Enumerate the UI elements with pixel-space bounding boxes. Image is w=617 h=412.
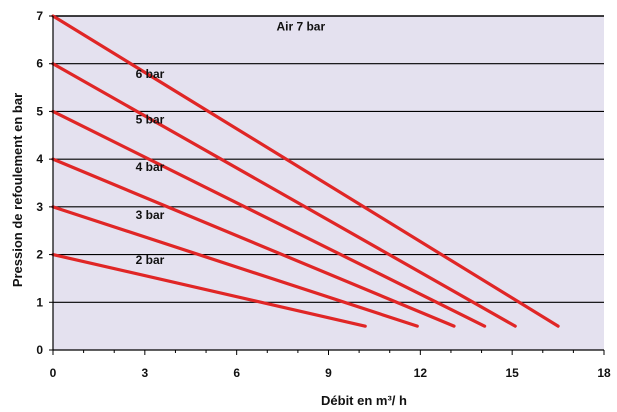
grid-lines xyxy=(53,15,604,303)
series-label: 2 bar xyxy=(136,253,165,267)
series-label: Air 7 bar xyxy=(276,19,325,33)
y-tick-label: 2 xyxy=(36,248,43,262)
x-ticks: 0 3 6 9 12 15 18 xyxy=(50,350,611,380)
y-tick-label: 0 xyxy=(36,343,43,357)
series-lines xyxy=(51,14,560,328)
x-tick-label: 18 xyxy=(597,366,611,380)
y-axis-title: Pression de refoulement en bar xyxy=(10,93,25,287)
x-tick-label: 12 xyxy=(414,366,428,380)
series-line xyxy=(51,205,419,328)
y-tick-label: 1 xyxy=(36,295,43,309)
series-line xyxy=(51,157,456,328)
x-tick-label: 0 xyxy=(50,366,57,380)
y-tick-label: 7 xyxy=(36,9,43,23)
y-tick-label: 6 xyxy=(36,57,43,71)
x-axis-title: Débit en m³/ h xyxy=(321,393,407,408)
series-line xyxy=(51,109,487,328)
series-label: 4 bar xyxy=(136,160,165,174)
x-tick-label: 3 xyxy=(141,366,148,380)
x-tick-label: 9 xyxy=(325,366,332,380)
series-label: 3 bar xyxy=(136,208,165,222)
series-line xyxy=(51,62,517,328)
y-tick-label: 4 xyxy=(36,152,43,166)
series-label: 6 bar xyxy=(136,67,165,81)
y-ticks: 0 1 2 3 4 5 6 7 xyxy=(36,9,53,357)
y-tick-label: 3 xyxy=(36,200,43,214)
series-label: 5 bar xyxy=(136,112,165,126)
series-line xyxy=(51,252,367,328)
y-tick-label: 5 xyxy=(36,104,43,118)
series-line xyxy=(51,14,560,328)
series-labels: 2 bar 3 bar 4 bar 5 bar 6 bar Air 7 bar xyxy=(136,19,326,267)
x-tick-label: 6 xyxy=(233,366,240,380)
x-tick-label: 15 xyxy=(505,366,519,380)
